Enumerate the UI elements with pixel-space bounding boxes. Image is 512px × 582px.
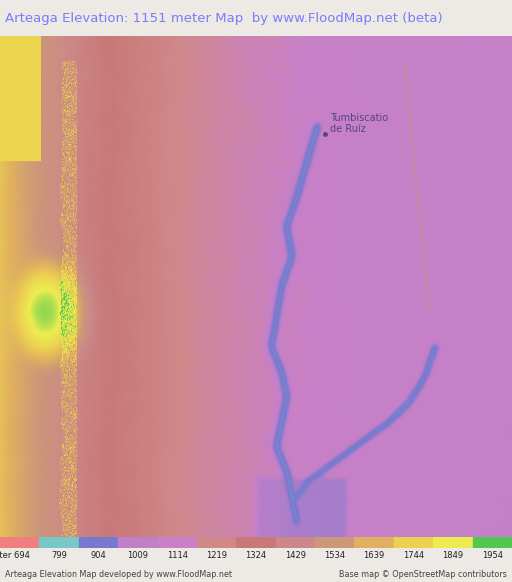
Bar xyxy=(394,537,433,548)
Text: Base map © OpenStreetMap contributors: Base map © OpenStreetMap contributors xyxy=(339,570,507,579)
Text: 1429: 1429 xyxy=(285,551,306,560)
Bar xyxy=(158,537,197,548)
Text: 1114: 1114 xyxy=(167,551,188,560)
Text: 1009: 1009 xyxy=(127,551,148,560)
Text: 1324: 1324 xyxy=(245,551,267,560)
Bar xyxy=(354,537,394,548)
Text: 1639: 1639 xyxy=(364,551,385,560)
Text: 1534: 1534 xyxy=(324,551,345,560)
Text: Tumbiscatio
de Ruíz: Tumbiscatio de Ruíz xyxy=(330,113,389,134)
Text: 799: 799 xyxy=(51,551,67,560)
Bar xyxy=(433,537,473,548)
Bar xyxy=(473,537,512,548)
Bar xyxy=(0,537,39,548)
Bar xyxy=(315,537,354,548)
Text: Arteaga Elevation: 1151 meter Map  by www.FloodMap.net (beta): Arteaga Elevation: 1151 meter Map by www… xyxy=(5,12,443,24)
Text: 1954: 1954 xyxy=(482,551,503,560)
Text: Arteaga Elevation Map developed by www.FloodMap.net: Arteaga Elevation Map developed by www.F… xyxy=(5,570,232,579)
Text: 1219: 1219 xyxy=(206,551,227,560)
Text: meter 694: meter 694 xyxy=(0,551,30,560)
Bar xyxy=(237,537,275,548)
Bar xyxy=(79,537,118,548)
Text: 904: 904 xyxy=(91,551,106,560)
Bar xyxy=(39,537,79,548)
Bar xyxy=(275,537,315,548)
Bar xyxy=(118,537,158,548)
Text: 1744: 1744 xyxy=(403,551,424,560)
Bar xyxy=(197,537,237,548)
Text: 1849: 1849 xyxy=(442,551,463,560)
